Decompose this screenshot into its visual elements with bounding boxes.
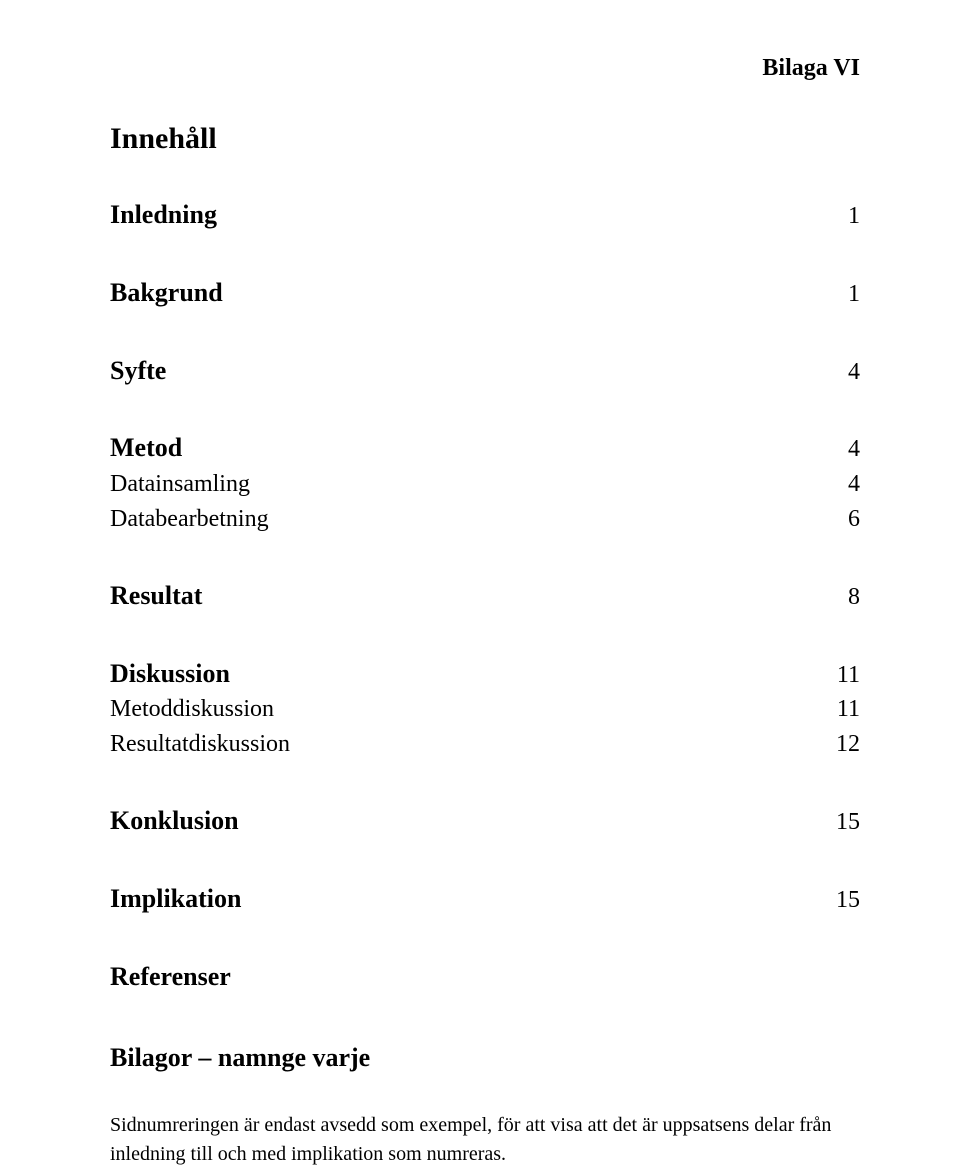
toc-label: Syfte xyxy=(110,352,166,390)
toc-label: Datainsamling xyxy=(110,467,250,502)
toc-row: Konklusion 15 xyxy=(110,802,860,840)
toc-section: Resultat 8 xyxy=(110,577,860,615)
toc-section: Inledning 1 xyxy=(110,196,860,234)
toc-page-number: 4 xyxy=(830,432,860,467)
toc-row: Resultatdiskussion 12 xyxy=(110,727,860,762)
toc-row: Diskussion 11 xyxy=(110,655,860,693)
toc-page-number: 4 xyxy=(830,467,860,502)
toc-label: Metoddiskussion xyxy=(110,692,274,727)
toc-label: Implikation xyxy=(110,880,242,918)
toc-row: Databearbetning 6 xyxy=(110,502,860,537)
toc-page-number: 8 xyxy=(830,580,860,615)
toc-label: Metod xyxy=(110,429,182,467)
toc-label: Databearbetning xyxy=(110,502,269,537)
toc-label: Diskussion xyxy=(110,655,230,693)
toc-label: Konklusion xyxy=(110,802,239,840)
toc-label: Resultatdiskussion xyxy=(110,727,290,762)
toc-page-number: 6 xyxy=(830,502,860,537)
toc-section: Bakgrund 1 xyxy=(110,274,860,312)
toc-page-number: 1 xyxy=(830,199,860,234)
toc-container: Inledning1Bakgrund1Syfte4Metod4Datainsam… xyxy=(110,196,860,995)
toc-row: Inledning 1 xyxy=(110,196,860,234)
toc-page-number: 4 xyxy=(830,355,860,390)
toc-row: Datainsamling 4 xyxy=(110,467,860,502)
toc-label: Bakgrund xyxy=(110,274,223,312)
appendix-title: Bilagor – namnge varje xyxy=(110,1043,860,1073)
toc-page-number: 11 xyxy=(830,692,860,727)
toc-page-number: 1 xyxy=(830,277,860,312)
toc-row: Bakgrund 1 xyxy=(110,274,860,312)
toc-row: Resultat 8 xyxy=(110,577,860,615)
toc-section: Metod 4 Datainsamling 4 Databearbetning 6 xyxy=(110,429,860,536)
toc-page-number: 15 xyxy=(830,883,860,918)
header-appendix-label: Bilaga VI xyxy=(110,55,860,82)
toc-section: Syfte 4 xyxy=(110,352,860,390)
toc-section: Implikation 15 xyxy=(110,880,860,918)
toc-row: Syfte 4 xyxy=(110,352,860,390)
toc-section: Referenser xyxy=(110,958,860,996)
toc-row: Metoddiskussion 11 xyxy=(110,692,860,727)
toc-label: Inledning xyxy=(110,196,217,234)
toc-section: Konklusion 15 xyxy=(110,802,860,840)
toc-row: Implikation 15 xyxy=(110,880,860,918)
toc-label: Referenser xyxy=(110,958,231,996)
toc-title: Innehåll xyxy=(110,122,860,156)
footnote-text: Sidnumreringen är endast avsedd som exem… xyxy=(110,1111,860,1169)
toc-section: Diskussion11Metoddiskussion11Resultatdis… xyxy=(110,655,860,762)
toc-row: Referenser xyxy=(110,958,860,996)
toc-page-number: 11 xyxy=(830,658,860,693)
toc-page-number: 15 xyxy=(830,805,860,840)
toc-page-number: 12 xyxy=(830,727,860,762)
toc-label: Resultat xyxy=(110,577,202,615)
toc-row: Metod 4 xyxy=(110,429,860,467)
